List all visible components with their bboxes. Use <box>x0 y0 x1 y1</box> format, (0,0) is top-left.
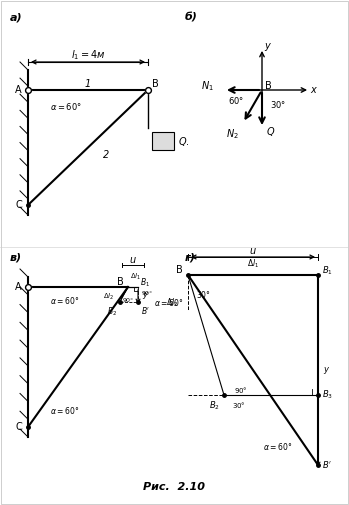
Text: $\Delta l_1$: $\Delta l_1$ <box>247 258 259 270</box>
Text: $N_2$: $N_2$ <box>226 127 239 141</box>
Text: $Q.$: $Q.$ <box>178 134 190 147</box>
Bar <box>152 132 174 150</box>
Text: B: B <box>117 277 124 287</box>
Text: $\Delta l_2$: $\Delta l_2$ <box>103 292 114 302</box>
Text: $\Delta l_2$: $\Delta l_2$ <box>166 297 178 309</box>
Text: $B_1$: $B_1$ <box>140 277 150 289</box>
Text: Рис.  2.10: Рис. 2.10 <box>143 482 205 492</box>
Text: $30°$: $30°$ <box>232 400 246 410</box>
Text: $B_2$: $B_2$ <box>107 305 117 318</box>
Text: $B_2$: $B_2$ <box>209 399 220 412</box>
Text: $\alpha{=}60°$: $\alpha{=}60°$ <box>50 100 82 112</box>
Text: а): а) <box>10 13 23 23</box>
Text: $60°$: $60°$ <box>228 94 244 106</box>
Text: u: u <box>250 246 256 256</box>
Text: г): г) <box>185 253 196 263</box>
Text: $\alpha{=}60°$: $\alpha{=}60°$ <box>263 441 292 452</box>
Text: y: y <box>264 41 270 51</box>
Text: $\alpha{=}60°$: $\alpha{=}60°$ <box>50 295 79 307</box>
Text: $90°$: $90°$ <box>234 385 248 395</box>
Text: $N_1$: $N_1$ <box>201 79 214 93</box>
Text: б): б) <box>185 13 198 23</box>
Text: $B_1$: $B_1$ <box>322 265 333 277</box>
Text: в): в) <box>10 253 22 263</box>
Text: C: C <box>15 200 22 210</box>
Text: $B_3$: $B_3$ <box>322 389 333 401</box>
Text: A: A <box>15 282 22 292</box>
Text: $90°$: $90°$ <box>141 289 154 297</box>
Text: $Q$: $Q$ <box>266 126 275 138</box>
Text: $\alpha{=}60°$: $\alpha{=}60°$ <box>50 406 79 417</box>
Text: $B'$: $B'$ <box>322 460 332 471</box>
Text: C: C <box>15 422 22 432</box>
Text: A: A <box>15 85 22 95</box>
Text: y: y <box>323 366 328 375</box>
Text: 2: 2 <box>103 150 109 161</box>
Text: y: y <box>142 290 147 299</box>
Text: $B'$: $B'$ <box>141 305 150 316</box>
Text: $30°$: $30°$ <box>270 98 286 110</box>
Text: $\alpha{=}60°$: $\alpha{=}60°$ <box>154 297 183 309</box>
Text: u: u <box>130 255 136 265</box>
Text: B: B <box>265 81 272 91</box>
Text: $l_1=4м$: $l_1=4м$ <box>71 48 105 62</box>
Text: 1: 1 <box>85 79 91 89</box>
Text: B: B <box>176 265 183 275</box>
Text: $90°$: $90°$ <box>122 296 134 304</box>
Text: $\Delta l_1$: $\Delta l_1$ <box>130 272 141 282</box>
Text: $30°$: $30°$ <box>196 289 211 300</box>
Text: B: B <box>152 79 159 89</box>
Text: x: x <box>310 85 316 95</box>
